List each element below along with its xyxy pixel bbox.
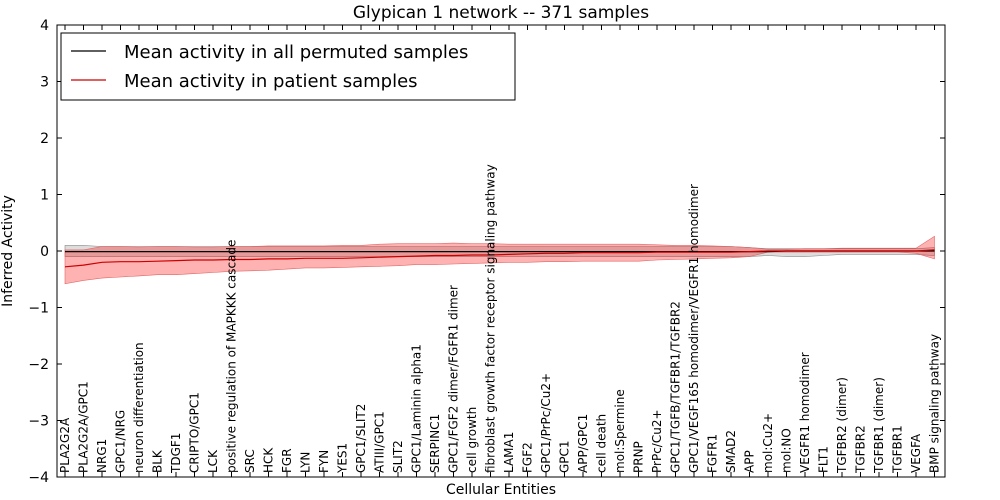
x-tick-label: FGFR1	[706, 434, 720, 473]
x-tick-label: mol:NO	[780, 428, 794, 473]
x-tick-label: FLT1	[817, 446, 831, 473]
x-tick-label: mol:Cu2+	[761, 413, 775, 473]
y-tick-label: 0	[40, 244, 49, 260]
x-tick-label: GPC1/NRG	[114, 410, 128, 473]
x-tick-label: LYN	[299, 452, 313, 473]
x-tick-label: GPC1/TGFB/TGFBR1/TGFBR2	[669, 301, 683, 473]
y-tick-label: −4	[28, 470, 49, 486]
x-tick-label: APP	[743, 450, 757, 473]
x-tick-label: CRIPTO/GPC1	[188, 392, 202, 473]
y-axis: −4 −3 −2 −1 0 1 2 3 4	[28, 18, 945, 486]
x-tick-label: fibroblast growth factor receptor signal…	[484, 164, 498, 473]
x-tick-label: LCK	[206, 449, 220, 473]
x-tick-label: PLA2G2A/GPC1	[77, 381, 91, 473]
y-tick-label: 3	[40, 75, 49, 91]
x-tick-label: TGFBR1	[891, 425, 905, 474]
x-tick-label: APP/GPC1	[576, 414, 590, 473]
y-tick-label: −1	[28, 301, 49, 317]
x-tick-label: VEGFA	[909, 433, 923, 473]
confidence-band-patient	[64, 235, 935, 285]
series-line-patient	[64, 249, 935, 268]
x-tick-label: positive regulation of MAPKKK cascade	[225, 240, 239, 473]
x-tick-label: NRG1	[95, 439, 109, 473]
x-tick-label: GPC1	[558, 440, 572, 473]
x-tick-label: BMP signaling pathway	[928, 334, 942, 473]
legend: Mean activity in all permuted samples Me…	[60, 32, 516, 101]
legend-label-patient: Mean activity in patient samples	[124, 71, 418, 92]
x-tick-label: cell death	[595, 414, 609, 473]
x-tick-label: HCK	[262, 447, 276, 473]
x-tick-label: SMAD2	[724, 430, 738, 473]
y-tick-label: −2	[28, 357, 49, 373]
x-tick-label: BLK	[151, 449, 165, 473]
x-tick-label: mol:Spermine	[613, 389, 627, 473]
y-tick-label: 2	[40, 131, 49, 147]
x-tick-label: GPC1/VEGF165 homodimer/VEGFR1 homodimer	[687, 184, 701, 473]
y-axis-label: Inferred Activity	[0, 195, 16, 307]
x-tick-label: PrPc/Cu2+	[650, 409, 664, 473]
x-tick-label: GPC1/Laminin alpha1	[410, 344, 424, 473]
x-tick-label: TGFBR1 (dimer)	[872, 377, 886, 474]
y-tick-label: 1	[40, 188, 49, 204]
x-tick-label: FGR	[280, 448, 294, 473]
x-tick-label: TGFBR2	[854, 425, 868, 474]
plot-area	[64, 235, 935, 285]
x-tick-label: FGF2	[521, 442, 535, 473]
x-axis: PLA2G2A PLA2G2A/GPC1 NRG1 GPC1/NRG neuron di…	[58, 25, 942, 477]
x-tick-label: SERPINC1	[428, 414, 442, 473]
x-tick-label: SLIT2	[391, 440, 405, 473]
x-tick-label: GPC1/PrPc/Cu2+	[539, 373, 553, 473]
legend-label-permuted: Mean activity in all permuted samples	[124, 42, 468, 63]
x-tick-label: TDGF1	[169, 433, 183, 474]
x-tick-label: cell growth	[465, 407, 479, 473]
y-tick-label: 4	[40, 18, 49, 34]
x-tick-label: GPC1/SLIT2	[354, 404, 368, 473]
x-axis-label: Cellular Entities	[446, 482, 556, 498]
x-tick-label: VEGFR1 homodimer	[798, 352, 812, 473]
y-tick-label: −3	[28, 414, 49, 430]
chart-title: Glypican 1 network -- 371 samples	[353, 3, 649, 23]
x-tick-label: SRC	[243, 449, 257, 473]
x-tick-label: PRNP	[632, 441, 646, 473]
legend-box	[60, 32, 516, 101]
x-tick-label: GPC1/FGF2 dimer/FGFR1 dimer	[447, 285, 461, 473]
x-tick-label: YES1	[336, 443, 350, 474]
x-tick-label: neuron differentiation	[132, 342, 146, 473]
x-tick-label: LAMA1	[502, 432, 516, 473]
x-tick-label: PLA2G2A	[58, 417, 72, 473]
x-tick-label: FYN	[317, 450, 331, 473]
x-tick-label: ATIII/GPC1	[373, 411, 387, 473]
x-tick-label: TGFBR2 (dimer)	[835, 377, 849, 474]
